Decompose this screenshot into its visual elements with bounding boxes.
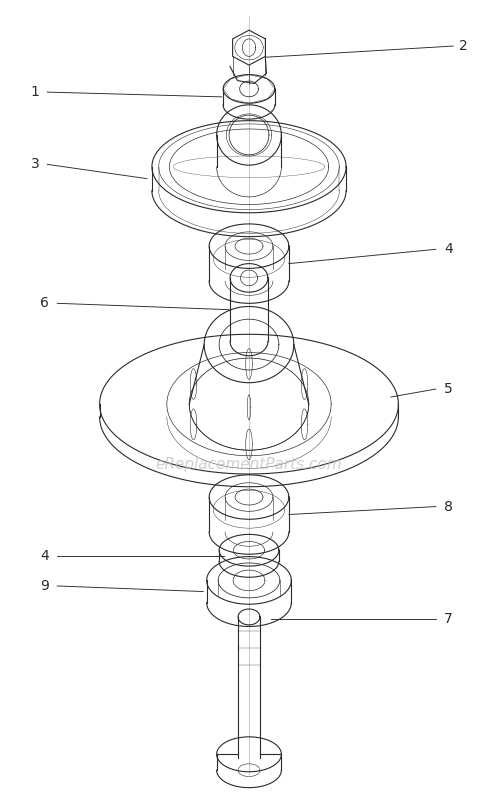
Text: eReplacementParts.com: eReplacementParts.com bbox=[156, 457, 342, 472]
Text: 7: 7 bbox=[444, 612, 453, 626]
Text: 1: 1 bbox=[30, 85, 39, 99]
Text: 2: 2 bbox=[459, 39, 468, 53]
Text: 9: 9 bbox=[40, 579, 49, 593]
Text: 5: 5 bbox=[444, 382, 453, 396]
Text: 3: 3 bbox=[30, 157, 39, 172]
Text: 4: 4 bbox=[40, 549, 49, 563]
Text: 4: 4 bbox=[444, 242, 453, 256]
Text: 8: 8 bbox=[444, 499, 453, 514]
Text: 6: 6 bbox=[40, 296, 49, 310]
